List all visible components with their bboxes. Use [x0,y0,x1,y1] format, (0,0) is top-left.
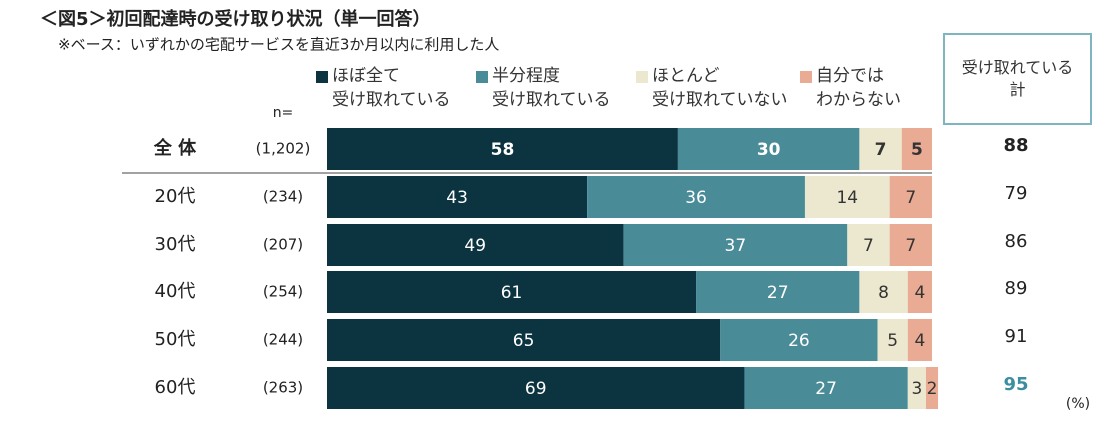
bar-segment [877,319,908,361]
chart-title: ＜図5＞初回配達時の受け取り状況（単一回答） [40,8,431,30]
category-label: 30代 [155,234,196,255]
n-label: (244) [263,331,303,349]
value-label: 43 [446,188,468,208]
category-label: 40代 [155,281,196,302]
value-label: 49 [464,236,486,256]
n-label: (254) [263,283,303,301]
bar-segment [327,224,624,266]
total-label: 95 [1003,374,1028,395]
bar-segment [907,319,932,361]
value-label: 61 [501,283,523,303]
value-label: 4 [914,331,925,351]
total-header: 受け取れている 計 [943,33,1092,125]
legend-label: 自分では わからない [816,66,901,110]
category-label: 20代 [155,186,196,207]
category-label: 50代 [155,329,196,350]
bar-segment [859,271,908,313]
total-label: 86 [1005,231,1028,252]
bar-segment [859,128,902,170]
n-label: (1,202) [256,140,311,158]
bar-segment [623,224,848,266]
total-label: 91 [1005,326,1028,347]
value-label: 69 [525,379,547,399]
bar-segment [720,319,878,361]
n-label: (234) [263,188,303,206]
value-label: 7 [905,236,916,256]
legend-swatch [316,71,328,83]
bar-segment [889,176,932,218]
value-label: 14 [836,188,858,208]
legend-swatch [476,71,488,83]
value-label: 58 [491,140,515,160]
value-label: 26 [788,331,810,351]
value-label: 7 [875,140,887,160]
bar-segment [327,367,745,409]
unit: (%) [1066,396,1090,412]
value-label: 4 [914,283,925,303]
n-label: (263) [263,379,303,397]
bar-segment [907,367,926,409]
bar-segment [327,319,721,361]
bar-segment [677,128,860,170]
bar-segment [696,271,860,313]
bar-segment [587,176,805,218]
legend-swatch [800,71,812,83]
legend-label: ほとんど 受け取れていない [652,66,788,110]
value-label: 30 [757,140,781,160]
bar-segment [327,176,588,218]
n-label: (207) [263,236,303,254]
value-label: 27 [815,379,837,399]
total-label: 88 [1003,135,1028,156]
bar-segment [847,224,890,266]
n-header: n= [273,105,294,121]
value-label: 7 [863,236,874,256]
bar-segment [925,367,939,409]
value-label: 3 [911,379,922,399]
value-label: 65 [513,331,535,351]
total-label: 89 [1005,278,1028,299]
value-label: 5 [887,331,898,351]
legend-label: ほぼ全て 受け取れている [332,66,451,110]
bar-segment [901,128,932,170]
total-label: 79 [1005,183,1028,204]
category-label: 60代 [155,377,196,398]
bar-segment [907,271,932,313]
value-label: 7 [905,188,916,208]
category-label: 全 体 [153,137,197,159]
value-label: 37 [725,236,747,256]
value-label: 2 [927,379,938,399]
value-label: 27 [767,283,789,303]
chart-subtitle: ※ベース：いずれかの宅配サービスを直近3か月以内に利用した人 [58,36,499,54]
value-label: 36 [685,188,707,208]
bar-segment [327,271,697,313]
bar-segment [889,224,932,266]
bar-segment [804,176,890,218]
value-label: 5 [911,140,923,160]
legend-swatch [636,71,648,83]
legend-label: 半分程度 受け取れている [492,66,611,110]
value-label: 8 [878,283,889,303]
bar-segment [744,367,908,409]
bar-segment [327,128,678,170]
